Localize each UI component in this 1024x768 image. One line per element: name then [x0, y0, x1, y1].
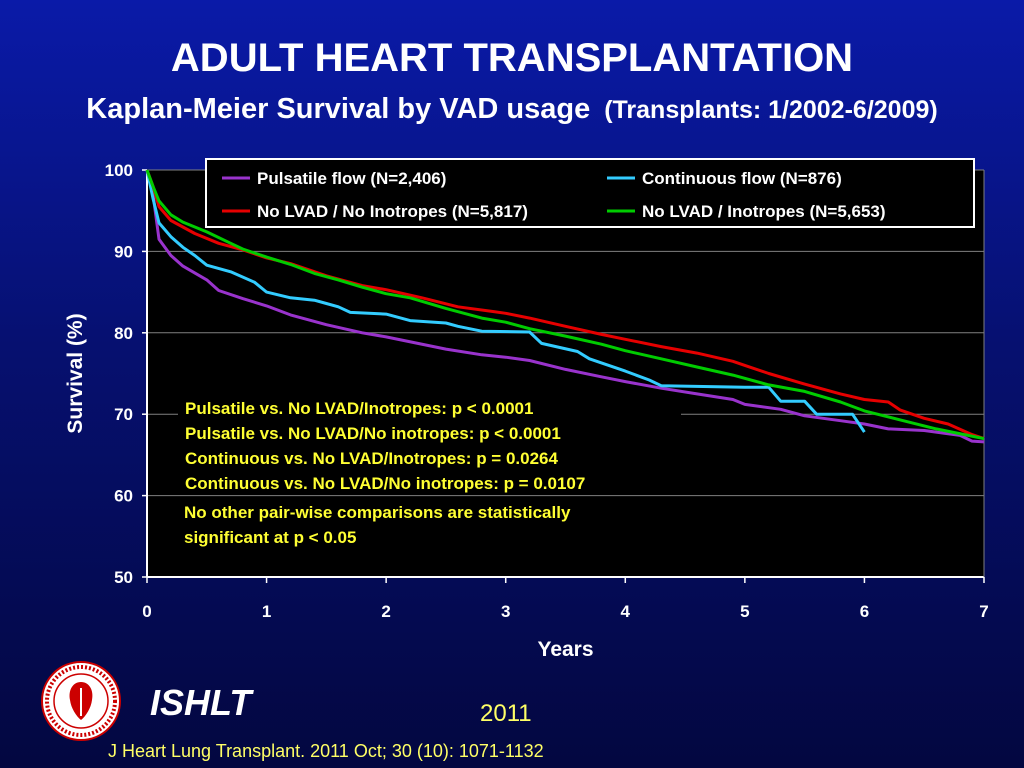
ishlt-seal-icon: [41, 661, 121, 741]
x-tick-label: 2: [381, 602, 390, 621]
significance-note: significant at p < 0.05: [184, 528, 356, 547]
series-lines: [145, 169, 985, 444]
subtitle-main: Kaplan-Meier Survival by VAD usage: [86, 93, 591, 125]
p-value-line: Continuous vs. No LVAD/No inotropes: p =…: [185, 474, 585, 493]
y-axis-title: Survival (%): [64, 313, 87, 433]
citation: J Heart Lung Transplant. 2011 Oct; 30 (1…: [108, 741, 544, 761]
subtitle-date-range: (Transplants: 1/2002-6/2009): [604, 96, 938, 124]
legend: Pulsatile flow (N=2,406) Continuous flow …: [205, 158, 975, 228]
p-value-line: Pulsatile vs. No LVAD/Inotropes: p < 0.0…: [185, 399, 533, 418]
slide-title: ADULT HEART TRANSPLANTATION: [170, 36, 854, 80]
x-tick-label: 5: [740, 602, 749, 621]
legend-entry: No LVAD / No Inotropes (N=5,817): [257, 202, 528, 221]
x-tick-label: 7: [979, 602, 988, 621]
x-tick-label: 1: [262, 602, 271, 621]
y-tick-label: 60: [114, 487, 133, 506]
y-tick-label: 80: [114, 324, 133, 343]
brand-name: ISHLT: [150, 682, 252, 723]
series-line: [145, 169, 866, 433]
p-value-annotations: Pulsatile vs. No LVAD/Inotropes: p < 0.0…: [178, 393, 681, 547]
year-label: 2011: [480, 700, 532, 727]
y-tick-label: 50: [114, 568, 133, 587]
x-tick-label: 4: [621, 602, 631, 621]
x-axis-title: Years: [537, 638, 593, 661]
plot-area: [147, 170, 984, 577]
x-tick-label: 0: [142, 602, 151, 621]
x-tick-label: 6: [860, 602, 869, 621]
x-tick-label: 3: [501, 602, 510, 621]
annotation-box: [178, 393, 681, 494]
axes: 50 60 70 80 90 100 0 1 2 3 4 5 6 7 Years Survival (%): [64, 161, 989, 661]
p-value-line: Pulsatile vs. No LVAD/No inotropes: p < …: [185, 424, 561, 443]
p-value-line: Continuous vs. No LVAD/Inotropes: p = 0.…: [185, 449, 558, 468]
significance-note: No other pair-wise comparisons are stati…: [184, 503, 571, 522]
legend-box: [205, 158, 975, 228]
series-line: [145, 169, 985, 441]
legend-entry: Continuous flow (N=876): [642, 169, 842, 188]
y-tick-label: 70: [114, 405, 133, 424]
legend-entry: No LVAD / Inotropes (N=5,653): [642, 202, 886, 221]
legend-entry: Pulsatile flow (N=2,406): [257, 169, 446, 188]
slide-subtitle: Kaplan-Meier Survival by VAD usage (Trans…: [0, 93, 1024, 126]
y-tick-label: 100: [105, 161, 133, 180]
series-line: [145, 169, 985, 444]
y-tick-label: 90: [114, 242, 133, 261]
series-line: [145, 169, 985, 441]
